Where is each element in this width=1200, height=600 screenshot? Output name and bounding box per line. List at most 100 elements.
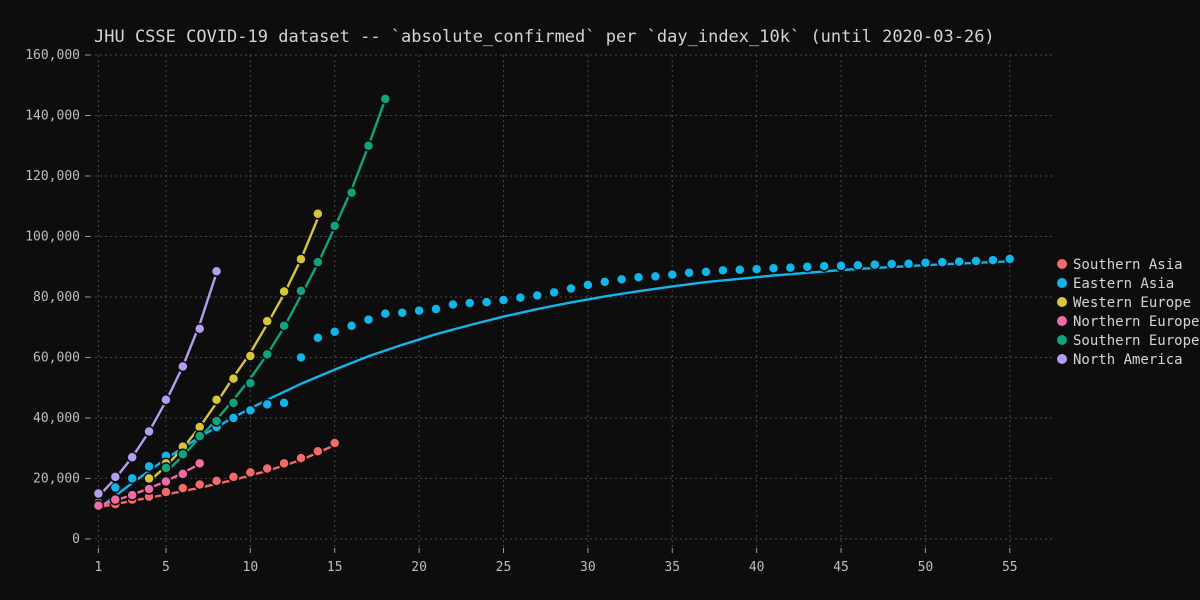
data-point — [430, 303, 442, 315]
data-point — [261, 348, 273, 361]
data-point — [413, 304, 425, 317]
series-northern-europe — [92, 457, 206, 512]
data-point — [919, 257, 932, 269]
legend-item: Eastern Asia — [1057, 276, 1174, 292]
data-point — [700, 266, 712, 278]
data-point — [177, 468, 189, 480]
data-point — [227, 372, 240, 385]
data-point — [582, 279, 594, 291]
data-point — [447, 298, 459, 311]
data-point — [328, 220, 341, 232]
series-fit-line — [164, 97, 387, 474]
data-point — [227, 471, 240, 483]
y-tick-label: 20,000 — [33, 471, 80, 486]
data-point — [396, 306, 408, 319]
data-point — [345, 319, 358, 332]
legend-marker — [1057, 354, 1067, 364]
data-point — [801, 260, 814, 273]
legend: Southern Asia Eastern Asia Western Europe N… — [1057, 257, 1199, 368]
y-tick-label: 120,000 — [25, 169, 80, 184]
legend-marker — [1057, 316, 1067, 326]
data-point — [379, 307, 392, 320]
data-point — [902, 257, 915, 270]
data-point — [193, 457, 206, 470]
legend-item: Southern Asia — [1057, 257, 1183, 273]
y-tick-label: 140,000 — [25, 108, 80, 123]
data-point — [295, 253, 307, 265]
data-point — [970, 255, 982, 267]
data-point — [362, 139, 375, 152]
data-point — [480, 296, 493, 308]
data-point — [328, 325, 341, 338]
legend-label: Southern Asia — [1073, 257, 1183, 273]
data-point — [261, 398, 273, 411]
x-tick-label: 30 — [580, 560, 596, 575]
data-point — [835, 260, 847, 272]
data-point — [92, 499, 105, 512]
data-point — [143, 425, 155, 438]
legend-marker — [1057, 278, 1067, 288]
series-fit-line — [147, 217, 319, 483]
x-tick-label: 10 — [243, 560, 259, 575]
x-tick-label: 40 — [749, 560, 765, 575]
data-point — [244, 466, 257, 479]
data-point — [177, 360, 189, 373]
legend-item: Northern Europe — [1057, 314, 1199, 330]
x-tick-label: 15 — [327, 560, 343, 575]
data-point — [109, 481, 122, 494]
data-point — [295, 351, 307, 364]
data-point — [160, 462, 172, 474]
data-point — [210, 475, 223, 487]
data-point — [261, 462, 273, 475]
data-point — [92, 487, 105, 500]
series-north-america — [92, 265, 223, 500]
data-point — [666, 268, 679, 281]
legend-item: Western Europe — [1057, 295, 1191, 311]
data-point — [160, 394, 172, 406]
x-tick-label: 50 — [918, 560, 934, 575]
y-tick-label: 0 — [72, 532, 80, 547]
legend-label: Northern Europe — [1073, 314, 1199, 330]
x-tick-label: 35 — [664, 560, 680, 575]
data-point — [615, 273, 628, 286]
data-point — [767, 262, 780, 274]
data-point — [160, 475, 172, 488]
data-point — [126, 489, 138, 501]
data-point — [632, 271, 645, 284]
series-layer — [92, 93, 1016, 513]
y-tick-label: 60,000 — [33, 350, 80, 365]
legend-marker — [1057, 297, 1067, 307]
data-point — [312, 256, 324, 268]
data-point — [345, 186, 358, 199]
data-point — [548, 286, 560, 299]
x-tick-label: 25 — [496, 560, 512, 575]
data-point — [312, 445, 324, 457]
data-point — [565, 282, 577, 295]
data-point — [734, 263, 746, 276]
data-point — [717, 264, 729, 277]
data-point — [109, 471, 122, 483]
data-point — [784, 261, 797, 274]
x-tick-label: 20 — [411, 560, 427, 575]
data-point — [953, 255, 965, 268]
data-point — [295, 285, 307, 297]
data-point — [278, 285, 290, 298]
data-point — [278, 319, 290, 332]
data-point — [312, 208, 324, 220]
legend-item: North America — [1057, 352, 1183, 368]
data-point — [193, 478, 206, 491]
data-point — [193, 430, 206, 442]
data-point — [143, 460, 155, 473]
legend-item: Southern Europe — [1057, 333, 1199, 349]
data-point — [193, 322, 206, 335]
data-point — [261, 315, 273, 327]
data-point — [987, 254, 999, 266]
y-tick-label: 80,000 — [33, 290, 80, 305]
legend-label: North America — [1073, 352, 1183, 368]
data-point — [869, 258, 881, 271]
data-point — [852, 259, 864, 271]
data-point — [649, 270, 662, 283]
legend-marker — [1057, 335, 1067, 345]
y-tick-label: 40,000 — [33, 411, 80, 426]
